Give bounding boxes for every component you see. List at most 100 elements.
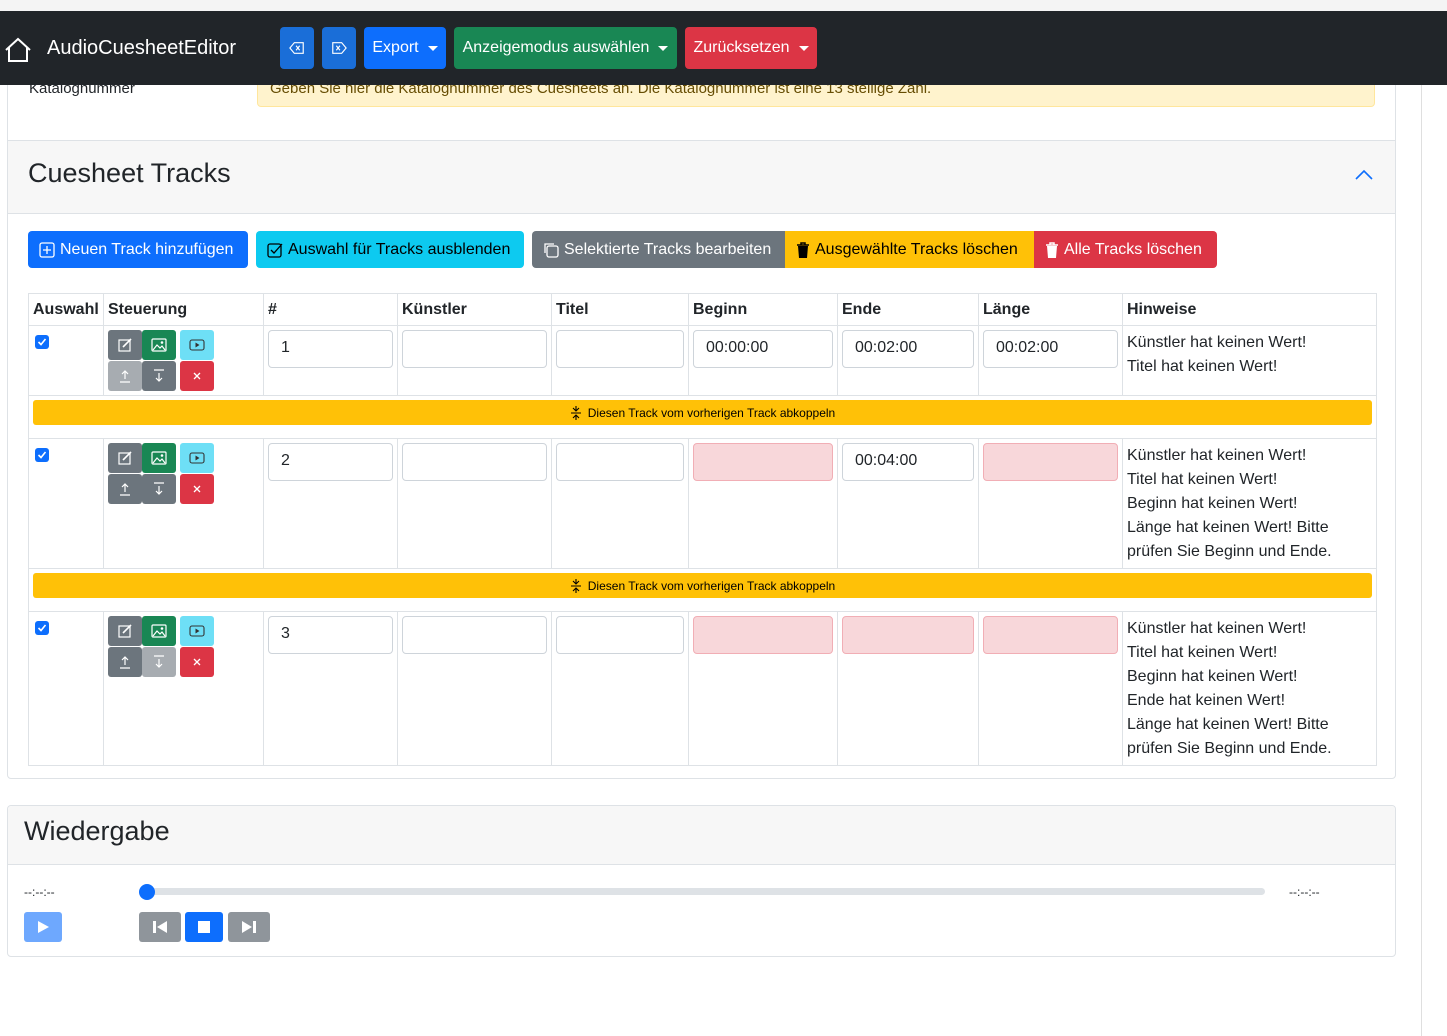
export-dropdown[interactable]: Export xyxy=(364,27,446,69)
image-icon xyxy=(151,451,167,465)
row-controls xyxy=(108,616,263,680)
add-track-button[interactable]: Neuen Track hinzufügen xyxy=(28,231,248,268)
play-track-button[interactable] xyxy=(180,443,214,473)
brand-title[interactable]: AudioCuesheetEditor xyxy=(47,37,237,59)
playback-header: Wiedergabe xyxy=(8,806,1395,865)
hint-line: Titel hat keinen Wert! xyxy=(1127,644,1278,661)
delete-all-label: Alle Tracks löschen xyxy=(1064,240,1202,258)
previous-track-button[interactable] xyxy=(139,912,181,942)
select-checkbox[interactable] xyxy=(35,621,49,635)
tracks-title: Cuesheet Tracks xyxy=(28,158,231,188)
begin-input[interactable] xyxy=(693,616,833,654)
edit-selected-button[interactable]: Selektierte Tracks bearbeiten xyxy=(532,231,785,268)
play-button[interactable] xyxy=(24,912,62,942)
track-number-input[interactable]: 3 xyxy=(268,616,393,654)
export-label: Export xyxy=(372,39,419,56)
copy-icon xyxy=(544,242,559,258)
delete-track-button[interactable] xyxy=(180,474,214,504)
decouple-label: Diesen Track vom vorherigen Track abkopp… xyxy=(587,405,836,420)
length-input[interactable] xyxy=(983,443,1118,481)
hint-line: Titel hat keinen Wert! xyxy=(1127,471,1278,488)
edit-icon xyxy=(118,451,132,465)
hint-line: Künstler hat keinen Wert! xyxy=(1127,447,1307,464)
begin-input[interactable]: 00:00:00 xyxy=(693,330,833,368)
arrow-down-icon xyxy=(154,482,164,495)
arrow-up-icon xyxy=(120,656,130,669)
move-up-button[interactable] xyxy=(108,361,142,391)
home-icon[interactable] xyxy=(4,37,32,63)
artist-input[interactable] xyxy=(402,330,547,368)
move-up-button[interactable] xyxy=(108,474,142,504)
title-input[interactable] xyxy=(556,330,684,368)
move-down-button[interactable] xyxy=(142,647,176,677)
tracks-header[interactable]: Cuesheet Tracks xyxy=(8,140,1395,214)
select-checkbox[interactable] xyxy=(35,448,49,462)
begin-input[interactable] xyxy=(693,443,833,481)
image-button[interactable] xyxy=(142,443,176,473)
title-input[interactable] xyxy=(556,616,684,654)
artist-input[interactable] xyxy=(402,616,547,654)
display-mode-label: Anzeigemodus auswählen xyxy=(462,39,650,56)
scrollbar[interactable] xyxy=(1421,85,1422,1036)
hide-selection-button[interactable]: Auswahl für Tracks ausblenden xyxy=(256,231,524,268)
track-number-input[interactable]: 2 xyxy=(268,443,393,481)
move-down-button[interactable] xyxy=(142,361,176,391)
table-row: 2 00:04:00 Künstler hat keinen Wert! Tit… xyxy=(28,438,1377,569)
column-header: Künstler xyxy=(397,293,552,326)
image-button[interactable] xyxy=(142,616,176,646)
move-down-button[interactable] xyxy=(142,474,176,504)
delete-selected-label: Ausgewählte Tracks löschen xyxy=(815,240,1018,258)
move-up-button[interactable] xyxy=(108,647,142,677)
close-icon xyxy=(193,485,201,493)
length-input[interactable]: 00:02:00 xyxy=(983,330,1118,368)
slider-handle[interactable] xyxy=(139,884,155,900)
total-time: --:--:-- xyxy=(1289,885,1320,899)
delete-all-button[interactable]: Alle Tracks löschen xyxy=(1034,231,1217,268)
undo-button[interactable] xyxy=(280,27,314,69)
play-track-button[interactable] xyxy=(180,330,214,360)
select-checkbox[interactable] xyxy=(35,335,49,349)
skip-previous-icon xyxy=(153,921,167,933)
decouple-button[interactable]: Diesen Track vom vorherigen Track abkopp… xyxy=(33,400,1372,425)
end-input[interactable] xyxy=(842,616,974,654)
stop-button[interactable] xyxy=(185,912,223,942)
playback-progress-slider[interactable] xyxy=(140,888,1265,895)
validation-hints: Künstler hat keinen Wert! Titel hat kein… xyxy=(1123,326,1376,383)
hint-line: Künstler hat keinen Wert! xyxy=(1127,620,1307,637)
validation-hints: Künstler hat keinen Wert! Titel hat kein… xyxy=(1123,439,1376,568)
edit-track-button[interactable] xyxy=(108,616,142,646)
reset-dropdown[interactable]: Zurücksetzen xyxy=(685,27,817,69)
image-icon xyxy=(151,338,167,352)
play-icon xyxy=(189,625,205,637)
decouple-button[interactable]: Diesen Track vom vorherigen Track abkopp… xyxy=(33,573,1372,598)
display-mode-dropdown[interactable]: Anzeigemodus auswählen xyxy=(454,27,677,69)
edit-track-button[interactable] xyxy=(108,330,142,360)
caret-down-icon xyxy=(658,45,669,51)
edit-track-button[interactable] xyxy=(108,443,142,473)
play-track-button[interactable] xyxy=(180,616,214,646)
delete-track-button[interactable] xyxy=(180,361,214,391)
image-button[interactable] xyxy=(142,330,176,360)
delete-track-button[interactable] xyxy=(180,647,214,677)
edit-selected-label: Selektierte Tracks bearbeiten xyxy=(564,240,772,258)
end-input[interactable]: 00:04:00 xyxy=(842,443,974,481)
play-icon xyxy=(189,339,205,351)
redo-button[interactable] xyxy=(322,27,356,69)
hint-line: Beginn hat keinen Wert! xyxy=(1127,495,1298,512)
table-row: 3 Künstler hat keinen Wert! Titel hat ke… xyxy=(28,611,1377,766)
length-input[interactable] xyxy=(983,616,1118,654)
trash-icon xyxy=(797,241,809,258)
artist-input[interactable] xyxy=(402,443,547,481)
arrow-up-icon xyxy=(120,483,130,496)
navbar: AudioCuesheetEditor Export Anzeigemodus … xyxy=(0,11,1447,85)
column-header: Beginn xyxy=(688,293,838,326)
split-vertical-icon xyxy=(570,405,581,420)
track-number-input[interactable]: 1 xyxy=(268,330,393,368)
title-input[interactable] xyxy=(556,443,684,481)
end-input[interactable]: 00:02:00 xyxy=(842,330,974,368)
caret-down-icon xyxy=(427,45,438,51)
delete-selected-button[interactable]: Ausgewählte Tracks löschen xyxy=(785,231,1034,268)
chevron-up-icon[interactable] xyxy=(1355,169,1373,181)
column-header: Ende xyxy=(837,293,979,326)
next-track-button[interactable] xyxy=(228,912,270,942)
